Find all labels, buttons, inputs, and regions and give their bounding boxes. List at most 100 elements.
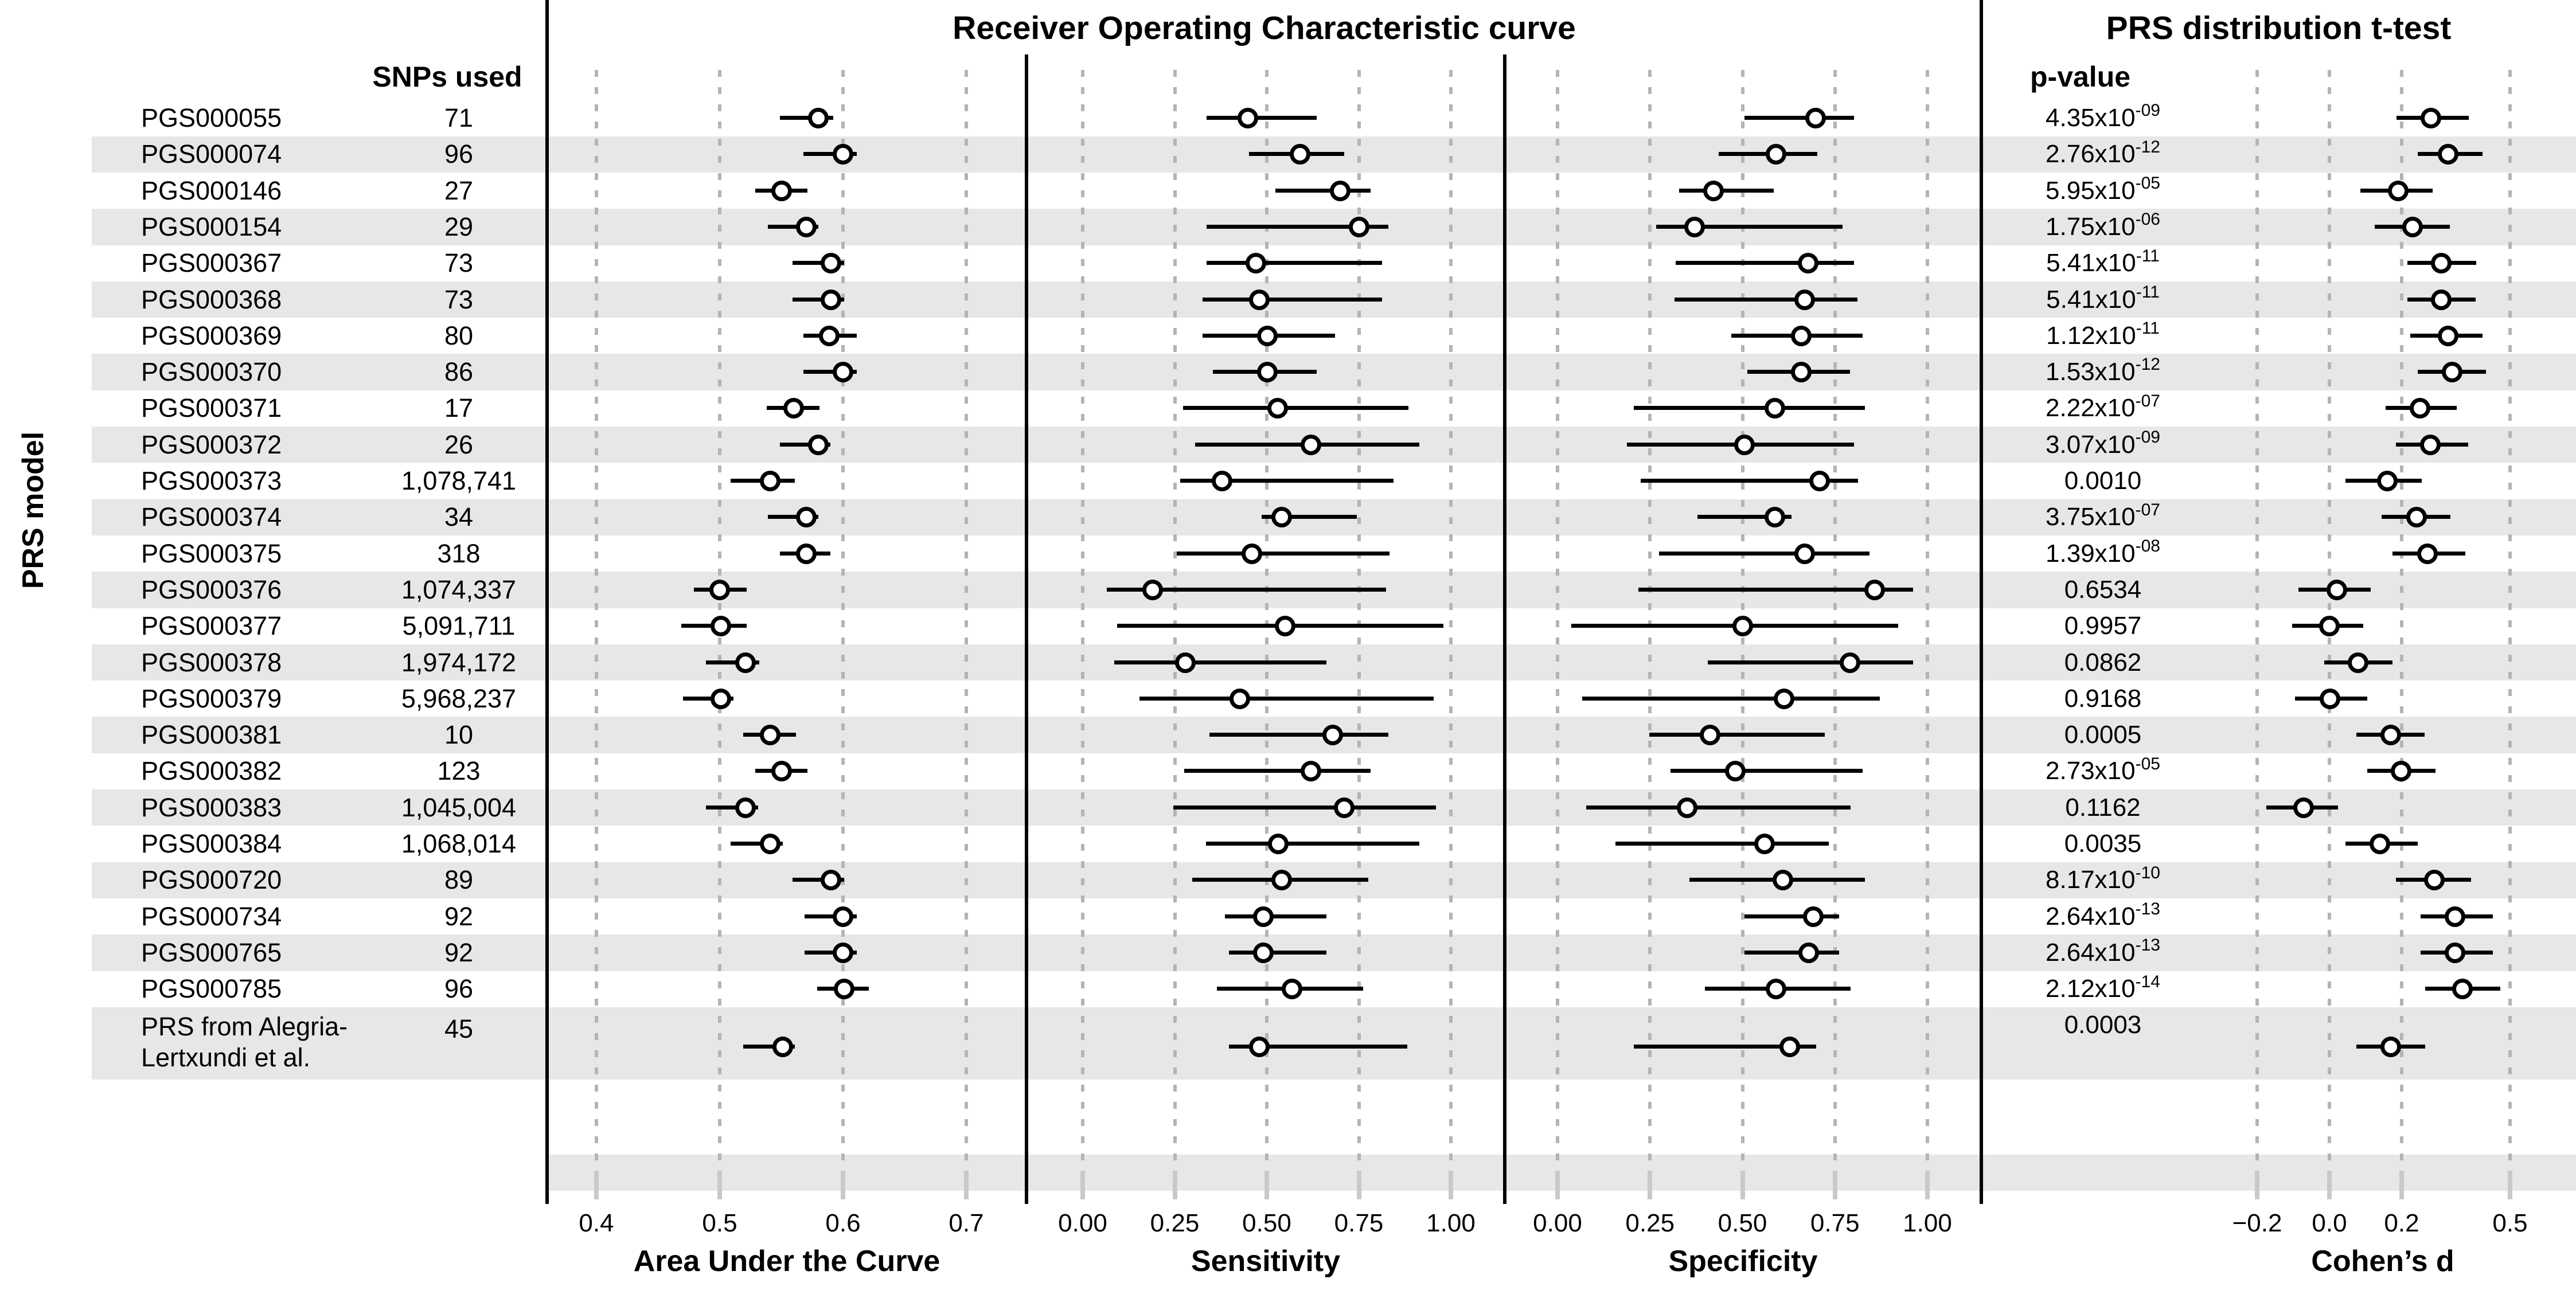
auc-axis-title: Area Under the Curve (633, 1245, 940, 1278)
auc-ci-line (780, 116, 833, 120)
snps-count: 5,091,711 (402, 611, 516, 641)
auc-point (711, 688, 732, 709)
sens-point (1271, 507, 1292, 528)
snps-count: 73 (444, 248, 474, 278)
auc-ci-line (767, 515, 818, 519)
p-value-mantissa: 1.12x10 (2046, 321, 2136, 350)
p-value-mantissa: 2.73x10 (2046, 757, 2136, 785)
model-name: PGS000375 (141, 538, 282, 568)
p-value: 0.0862 (1985, 645, 2220, 681)
row-label-model: PGS000055 (141, 100, 520, 136)
row-label-model: PGS000154 (141, 209, 520, 245)
row-label-model: PGS000720 (141, 862, 520, 898)
d-gridline (2400, 70, 2403, 1171)
sens-tick-label: 0.50 (1242, 1209, 1291, 1237)
p-value: 3.75x10-07 (1985, 499, 2220, 535)
spec-point (1677, 797, 1698, 818)
snps-count: 89 (444, 865, 474, 895)
snps-count: 86 (444, 357, 474, 387)
sens-point (1301, 761, 1322, 782)
sens-point (1267, 398, 1289, 419)
spec-point (1772, 870, 1793, 891)
row-label-model: PGS000785 (141, 971, 520, 1007)
p-value-mantissa: 2.64x10 (2046, 902, 2136, 930)
model-name: PGS000383 (141, 792, 282, 822)
p-value-mantissa: 1.39x10 (2046, 539, 2136, 568)
p-value-mantissa: 2.76x10 (2046, 140, 2136, 169)
sens-tick-label: 0.75 (1334, 1209, 1384, 1237)
auc-tick-label: 0.7 (949, 1209, 984, 1237)
spec-tick-label: 0.25 (1625, 1209, 1675, 1237)
snps-count: 1,074,337 (401, 574, 517, 604)
spec-point (1798, 942, 1819, 963)
p-value: 0.0005 (1985, 717, 2220, 753)
auc-point (819, 325, 840, 346)
spec-ci-line (1744, 914, 1840, 918)
d-tick-label: 0.0 (2312, 1209, 2347, 1237)
spec-point (1779, 1037, 1801, 1057)
model-name: PGS000734 (141, 901, 282, 931)
spec-ci-line (1633, 406, 1865, 410)
sens-ci-line (1224, 914, 1326, 918)
auc-ci-line (792, 261, 845, 265)
p-value-mantissa: 0.0010 (2064, 467, 2142, 495)
sens-ci-line (1207, 116, 1317, 120)
sens-ci-line (1262, 515, 1357, 519)
sens-gridline (1449, 70, 1453, 1171)
spec-tick-label: 0.50 (1718, 1209, 1767, 1237)
sens-tick (1172, 1171, 1177, 1199)
p-value: 8.17x10-10 (1985, 862, 2220, 898)
d-tick (2327, 1171, 2332, 1199)
row-label-model: PRS from Alegria- Lertxundi et al. (141, 1011, 520, 1073)
auc-ci-line (780, 442, 831, 447)
sens-point (1248, 289, 1270, 310)
p-value-mantissa: 0.1162 (2065, 793, 2141, 822)
spec-point (1805, 108, 1826, 128)
d-point (2438, 144, 2459, 165)
spec-point (1703, 180, 1724, 201)
snps-count: 5,968,237 (401, 683, 517, 713)
p-value: 5.95x10-05 (1985, 173, 2220, 209)
p-value: 3.07x10-09 (1985, 427, 2220, 463)
sensitivity-axis-title: Sensitivity (1191, 1245, 1341, 1278)
sens-ci-line (1114, 660, 1326, 664)
spec-tick (1740, 1171, 1745, 1199)
row-label-model: PGS000370 (141, 354, 520, 390)
sens-ci-line (1106, 587, 1386, 592)
spec-ci-line (1744, 116, 1854, 120)
spec-point (1794, 289, 1815, 310)
p-value-exponent: -13 (2135, 936, 2160, 955)
sens-point (1252, 942, 1274, 963)
d-point (2409, 398, 2430, 419)
auc-ci-line (706, 805, 758, 810)
d-point (2390, 761, 2411, 782)
sens-tick (1449, 1171, 1453, 1199)
p-value-exponent: -14 (2135, 972, 2160, 991)
model-name-line2: Lertxundi et al. (141, 1043, 311, 1072)
d-point (2421, 108, 2442, 128)
p-value-exponent: -11 (2136, 319, 2160, 338)
snps-count: 71 (444, 103, 474, 132)
model-name: PGS000379 (141, 683, 282, 713)
row-stripe (92, 644, 2576, 681)
auc-ci-line (803, 152, 857, 157)
auc-point (833, 362, 853, 383)
spec-ci-line (1633, 1045, 1817, 1049)
p-value: 5.41x10-11 (1985, 282, 2220, 318)
spec-gridline (1648, 70, 1652, 1171)
spec-gridline (1556, 70, 1559, 1171)
panel-divider-ttest (1980, 0, 1983, 1204)
auc-point (772, 1037, 793, 1057)
row-label-model: PGS000373 (141, 463, 520, 499)
d-point (2419, 434, 2441, 455)
p-value-mantissa: 0.9957 (2064, 612, 2142, 640)
p-value: 0.9957 (1985, 608, 2220, 644)
p-value: 0.6534 (1985, 572, 2220, 608)
spec-point (1754, 834, 1775, 854)
p-value-mantissa: 2.22x10 (2046, 394, 2136, 423)
d-point (2417, 543, 2438, 564)
sens-ci-line (1203, 297, 1382, 302)
row-label-model: PGS000377 (141, 608, 520, 644)
snps-count: 34 (444, 502, 474, 532)
auc-ci-line (743, 1045, 795, 1049)
